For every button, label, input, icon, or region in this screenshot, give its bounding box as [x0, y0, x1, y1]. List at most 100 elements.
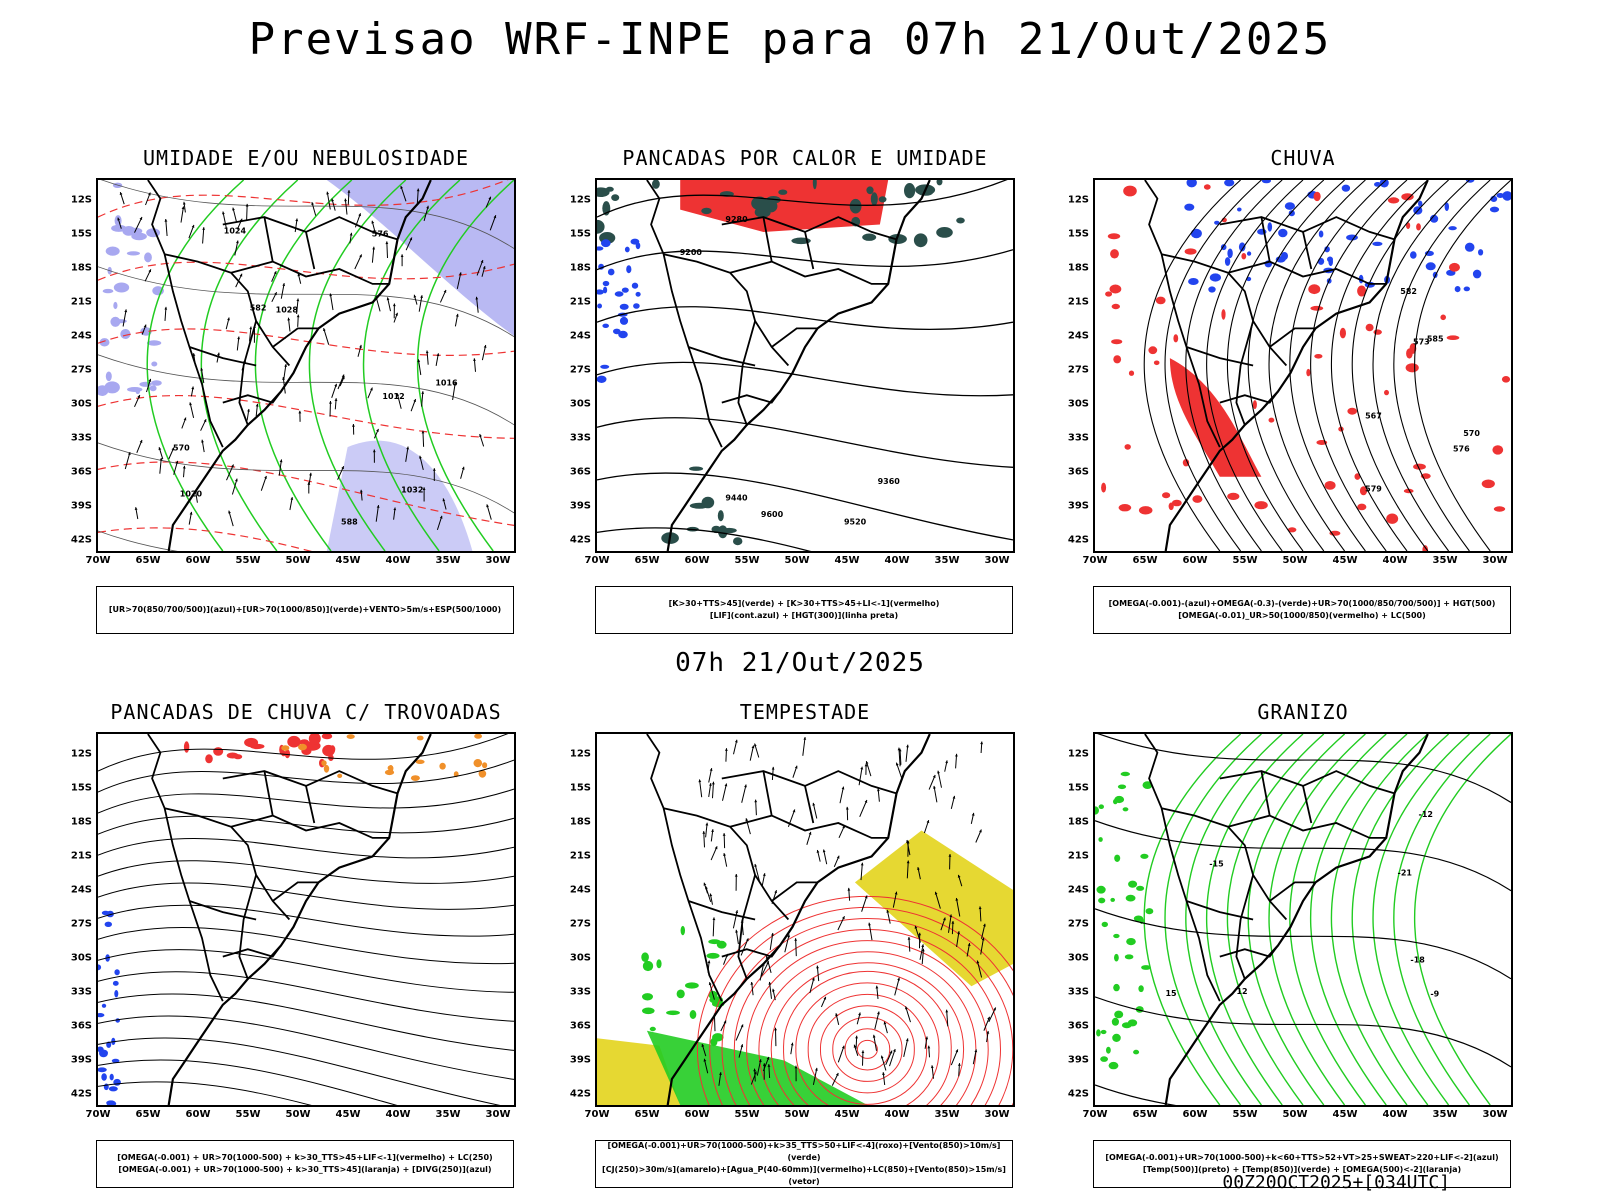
wind-vector-head — [245, 203, 249, 207]
x-tick-label: 30W — [1482, 555, 1508, 566]
wind-vector — [386, 241, 388, 259]
wind-vector-head — [955, 1049, 959, 1053]
lc-850-contour-line — [795, 982, 940, 1105]
wind-vector-head — [906, 840, 909, 843]
y-tick-label: 36S — [569, 1020, 591, 1032]
wind-vector-head — [893, 1049, 896, 1052]
panel-title: CHUVA — [1270, 146, 1336, 170]
humidity-west-cell — [135, 387, 141, 395]
wind-vector-head — [334, 398, 338, 401]
y-tick-label: 27S — [70, 364, 92, 376]
omega-ur50-area-cell — [1314, 354, 1323, 359]
wind-vector — [745, 818, 751, 835]
temp-850-detail-cell — [1126, 938, 1136, 946]
wind-vector-head — [274, 292, 277, 296]
lif-contour-cell — [602, 280, 610, 287]
wind-vector — [231, 478, 238, 495]
y-tick-label: 39S — [1067, 1054, 1089, 1066]
border-line — [688, 346, 756, 367]
convection-area-cell — [387, 765, 394, 771]
wind-vector — [741, 784, 747, 803]
wind-vector — [756, 1059, 762, 1076]
lif-contour-cell — [600, 364, 610, 369]
pressure-contour-line — [100, 180, 514, 249]
omega-ur50-area-cell — [1153, 360, 1160, 366]
geo-outlines — [147, 180, 432, 551]
wind-vector-head — [311, 202, 314, 205]
coastline — [167, 180, 432, 551]
wind-vector-head — [823, 996, 827, 1000]
wind-vector-head — [239, 273, 243, 277]
omega-ur-area-cell — [1502, 191, 1511, 201]
wind-vector-head — [409, 237, 413, 241]
panel-title: PANCADAS POR CALOR E UMIDADE — [622, 146, 988, 170]
border-line — [305, 231, 316, 270]
wind-vector — [122, 309, 127, 327]
contour-label: -9 — [1430, 990, 1439, 999]
wind-vector-head — [858, 1012, 861, 1016]
x-tick-label: 70W — [584, 555, 610, 566]
omega-ur-area-cell — [1341, 184, 1351, 192]
omega-ur-area-cell — [1425, 262, 1436, 271]
omega-ur-area-cell — [1288, 210, 1295, 217]
wind-vector-head — [812, 802, 816, 806]
rain-band — [1169, 358, 1262, 477]
wind-vector-head — [882, 1072, 885, 1075]
omega-ur50-area-cell — [1252, 400, 1257, 410]
y-tick-label: 27S — [569, 918, 591, 930]
humidity-west-cell — [146, 340, 162, 346]
lif-contour-cell — [601, 239, 611, 248]
wind-vector-head — [416, 188, 420, 192]
wind-vector — [418, 295, 423, 312]
contour-label: 582 — [1400, 287, 1417, 296]
x-tick-label: 55W — [734, 1109, 760, 1120]
temp-850-detail-cell — [1112, 1033, 1121, 1042]
heat-moisture-area-south-cell — [711, 525, 721, 534]
x-tick-label: 65W — [634, 1109, 660, 1120]
wind-vector-head — [978, 906, 982, 910]
omega-ur50-area-cell — [1111, 303, 1120, 310]
wind-vector-head — [914, 925, 918, 929]
y-tick-label: 39S — [70, 1054, 92, 1066]
omega-ur50-area-cell — [1308, 284, 1321, 295]
wind-vector — [868, 922, 873, 941]
lif-contour-cell — [613, 328, 621, 335]
wind-vector-head — [943, 917, 946, 921]
wind-vector-head — [359, 344, 362, 348]
x-tick-label: 30W — [984, 555, 1010, 566]
wind-vector-head — [822, 849, 826, 853]
temp-850-detail-cell — [1108, 1061, 1119, 1070]
x-axis-labels: 70W 65W 60W 55W 50W 45W 40W 35W 30W — [585, 1109, 1015, 1123]
x-tick-label: 40W — [1382, 1109, 1408, 1120]
border-line — [222, 770, 398, 795]
x-tick-label: 35W — [1432, 1109, 1458, 1120]
y-tick-label: 30S — [569, 952, 591, 964]
y-tick-label: 30S — [569, 398, 591, 410]
omega-ur50-area-cell — [1405, 363, 1419, 373]
temp-850-contour-line — [1268, 734, 1366, 1105]
humidity-lower-area — [326, 440, 473, 551]
x-tick-label: 55W — [235, 555, 261, 566]
border-line — [721, 390, 781, 404]
lif-contour-cell — [621, 287, 629, 293]
wind-vector-head — [860, 766, 864, 770]
wind-vector-head — [264, 475, 267, 479]
wind-vector-head — [400, 185, 403, 189]
thunderstorm-area-cell — [213, 747, 224, 756]
border-line — [721, 216, 897, 241]
wind-vector-head — [841, 1045, 845, 1049]
wind-vector-head — [877, 788, 880, 792]
temp-850-detail-cell — [1121, 1022, 1132, 1029]
humidity-west-cell — [126, 251, 140, 256]
wind-850-area-n-cell — [642, 960, 654, 972]
heat-moisture-area-cell — [913, 233, 928, 248]
wind-vector-head — [432, 468, 436, 471]
temp-850-detail-cell — [1138, 985, 1144, 993]
wind-vector-head — [951, 921, 955, 924]
wind-vector-head — [290, 497, 294, 500]
x-tick-label: 50W — [285, 1109, 311, 1120]
wind-vector — [371, 246, 375, 263]
y-tick-label: 15S — [569, 782, 591, 794]
contour-label: -18 — [1410, 956, 1425, 965]
y-tick-label: 24S — [569, 884, 591, 896]
